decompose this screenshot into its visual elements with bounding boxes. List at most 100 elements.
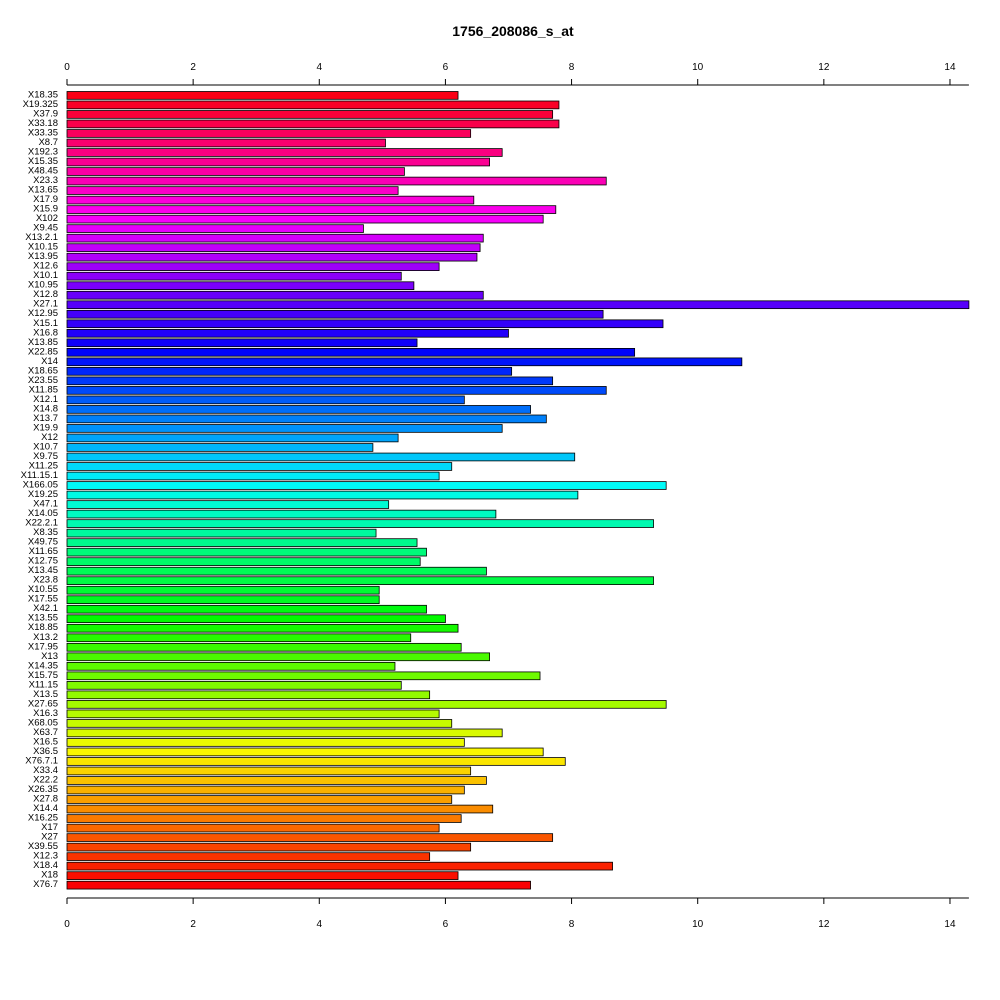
category-label: X23.55	[28, 375, 58, 386]
bar-X10.1	[66, 271, 402, 281]
bar-X11.85	[66, 386, 607, 395]
bar-X22.85	[66, 348, 636, 357]
category-label: X19.9	[33, 422, 58, 433]
category-label: X10.1	[33, 270, 58, 281]
tick-label: 0	[64, 919, 70, 930]
bar-X37.9	[66, 110, 554, 119]
bar-X102	[66, 214, 544, 224]
bar-X36.5	[66, 747, 544, 757]
category-label: X9.75	[33, 451, 58, 462]
category-label: X13.45	[28, 565, 58, 576]
tick-label: 8	[569, 62, 575, 73]
category-label: X17.9	[33, 194, 58, 205]
category-label: X11.85	[29, 384, 58, 395]
bar-X27	[66, 833, 554, 842]
category-label: X14.35	[28, 660, 58, 671]
bottom-axis: 0 2 4 6 8 10 12 14	[64, 897, 969, 930]
chart-title: 1756_208086_s_at	[452, 23, 574, 39]
bar-X13.5	[66, 690, 431, 700]
category-label: X192.3	[28, 146, 58, 157]
bar-X11.25	[66, 462, 453, 471]
category-label: X42.1	[33, 603, 58, 614]
bar-X16.25	[66, 814, 462, 823]
category-label: X18.4	[33, 860, 58, 871]
category-label: X13.65	[28, 185, 58, 196]
bar-X10.55	[66, 585, 380, 595]
category-label: X14	[41, 356, 58, 367]
bar-X15.1	[66, 319, 664, 329]
category-label: X13.95	[28, 251, 58, 262]
bar-X12.8	[66, 290, 484, 300]
bar-X17.95	[66, 642, 462, 652]
category-label: X33.18	[28, 118, 58, 129]
category-label: X12.1	[33, 394, 58, 405]
category-label: X16.5	[33, 736, 58, 747]
bar-X49.75	[66, 538, 418, 547]
bar-X17.9	[66, 195, 475, 205]
bar-X13.45	[66, 566, 487, 576]
category-label: X27.65	[28, 698, 58, 709]
tick-label: 2	[190, 919, 196, 930]
bar-X17	[66, 823, 440, 833]
bar-X19.25	[66, 490, 579, 500]
tick-label: 4	[316, 62, 322, 73]
category-label: X10.95	[28, 280, 58, 291]
category-label: X68.05	[28, 717, 58, 728]
category-label: X8.7	[38, 137, 58, 148]
category-label: X10.15	[28, 242, 58, 253]
category-label: X11.65	[29, 546, 58, 557]
bar-X19.325	[66, 100, 560, 110]
category-label: X33.4	[33, 765, 58, 776]
bar-X13	[66, 652, 490, 662]
bars-group	[66, 91, 970, 890]
category-label: X11.15.1	[21, 470, 58, 481]
bar-X10.95	[66, 281, 415, 291]
bar-X166.05	[66, 481, 667, 490]
bar-X33.35	[66, 129, 472, 138]
category-label: X15.1	[33, 318, 58, 329]
bar-X17.55	[66, 595, 380, 605]
category-label: X11.15	[29, 679, 58, 690]
bar-X19.9	[66, 424, 503, 433]
bar-X27.8	[66, 795, 453, 804]
category-label: X10.55	[28, 584, 58, 595]
bar-X47.1	[66, 500, 390, 509]
bar-X13.2.1	[66, 233, 484, 243]
category-label: X63.7	[33, 727, 58, 738]
bar-X10.7	[66, 443, 374, 452]
category-label: X13.2	[33, 632, 58, 643]
tick-label: 4	[316, 919, 322, 930]
bar-X8.35	[66, 528, 377, 538]
bar-X13.2	[66, 633, 412, 643]
bar-X12.95	[66, 309, 604, 319]
category-label: X16.25	[28, 813, 58, 824]
category-labels: X18.35X19.325X37.9X33.18X33.35X8.7X192.3…	[21, 89, 58, 890]
category-label: X76.7.1	[25, 755, 58, 766]
bar-X23.8	[66, 576, 654, 585]
category-label: X16.3	[33, 708, 58, 719]
category-label: X15.9	[33, 204, 58, 215]
bar-X13.85	[66, 338, 418, 348]
category-label: X39.55	[28, 841, 58, 852]
bar-X12.75	[66, 557, 421, 566]
category-label: X12.6	[33, 261, 58, 272]
bar-X27.65	[66, 700, 667, 709]
bar-X42.1	[66, 604, 427, 614]
category-label: X17.95	[28, 641, 58, 652]
category-label: X13.85	[28, 337, 58, 348]
category-label: X19.325	[23, 99, 58, 110]
bar-X15.75	[66, 671, 541, 681]
category-label: X19.25	[28, 489, 58, 500]
category-label: X36.5	[33, 746, 58, 757]
category-label: X18.35	[28, 89, 58, 100]
bar-X23.3	[66, 176, 607, 186]
category-label: X11.25	[29, 460, 58, 471]
bar-X26.35	[66, 785, 465, 795]
bar-X14	[66, 357, 743, 367]
bar-X76.7.1	[66, 757, 566, 766]
bar-X33.4	[66, 766, 472, 776]
category-label: X18.85	[28, 622, 58, 633]
bar-X16.3	[66, 709, 440, 719]
category-label: X9.45	[33, 223, 58, 234]
